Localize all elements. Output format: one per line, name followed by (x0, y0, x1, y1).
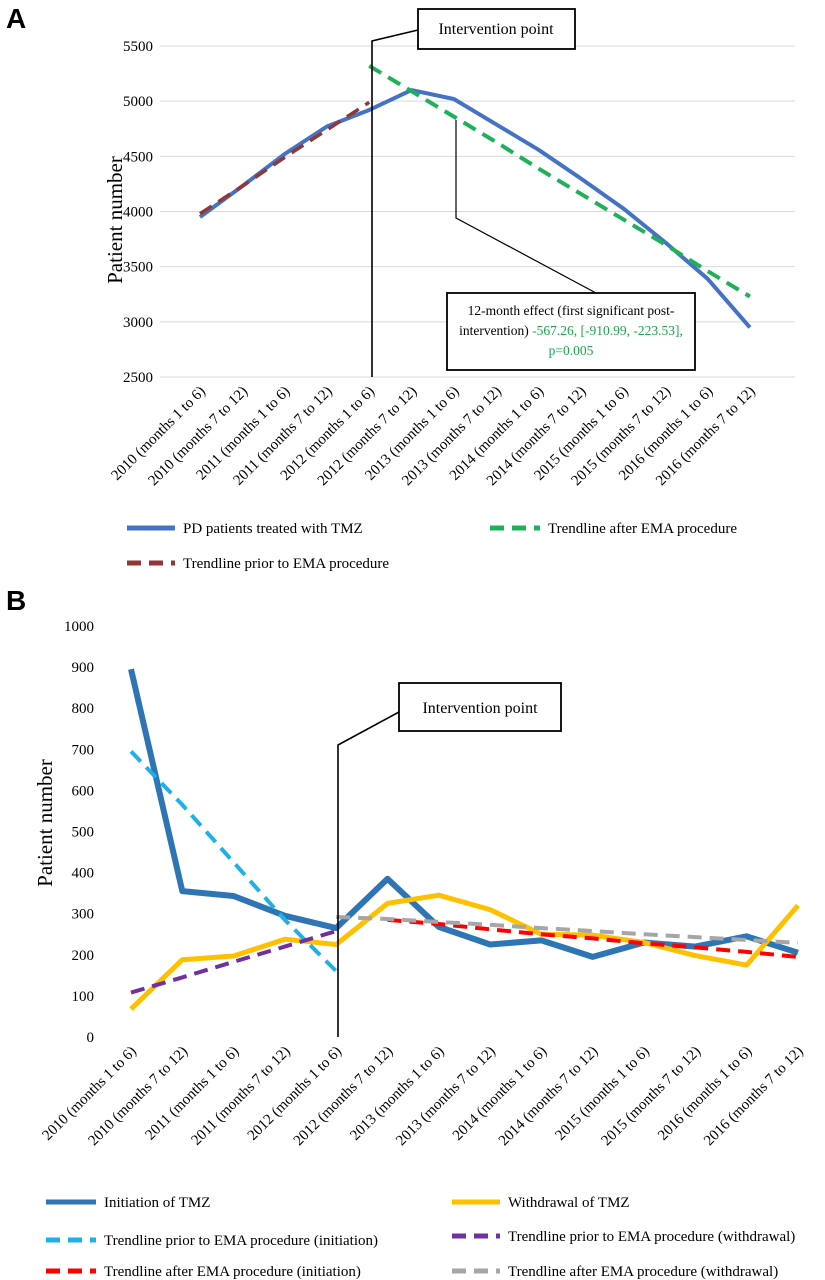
x-tick-label: 2015 (months 1 to 6) (553, 1044, 653, 1144)
y-tick-label: 5500 (123, 39, 153, 55)
x-tick-label: 2010 (months 7 to 12) (86, 1044, 192, 1150)
y-tick-label: 400 (72, 866, 95, 882)
x-tick-label: 2012 (months 1 to 6) (245, 1044, 345, 1144)
y-tick-label: 0 (87, 1030, 95, 1046)
x-tick-label: 2014 (months 7 to 12) (496, 1044, 602, 1150)
y-tick-label: 4000 (123, 205, 153, 221)
effect-text-line2-estimate: -567.26, [-910.99, -223.53], (532, 323, 683, 338)
y-tick-label: 4500 (123, 149, 153, 165)
panel-b: B 0 100 200 300 400 500 600 700 800 900 1000 Patient… (6, 585, 807, 1280)
legend-label: Withdrawal of TMZ (508, 1195, 630, 1211)
intervention-box (398, 682, 562, 732)
series-line-1 (128, 668, 799, 960)
y-tick-label: 900 (72, 660, 95, 676)
legend-label: PD patients treated with TMZ (183, 521, 363, 537)
x-tick-label: 2011 (months 1 to 6) (143, 1044, 243, 1144)
legend-label: Trendline prior to EMA procedure (183, 556, 389, 572)
effect-text-line2: intervention) -567.26, [-910.99, -223.53… (459, 323, 683, 338)
y-tick-label: 500 (72, 825, 95, 841)
series-line-1 (198, 88, 752, 329)
legend-label: Trendline prior to EMA procedure (initia… (104, 1233, 378, 1249)
y-tick-label: 2500 (123, 370, 153, 386)
legend-label: Trendline after EMA procedure (initiatio… (104, 1264, 361, 1280)
y-tick-label: 600 (72, 783, 95, 799)
legend-label: Trendline after EMA procedure (withdrawa… (508, 1264, 778, 1280)
intervention-box (417, 8, 576, 50)
effect-text-line2-prefix: intervention) (459, 323, 532, 338)
y-tick-label: 300 (72, 907, 95, 923)
series-line-3 (368, 64, 751, 299)
legend-label: Trendline prior to EMA procedure (withdr… (508, 1229, 795, 1245)
panel-letter: B (6, 585, 26, 616)
legend: Initiation of TMZ Withdrawal of TMZ Trendl… (46, 1195, 795, 1280)
y-tick-label: 1000 (64, 619, 94, 635)
x-tick-label: 2011 (months 7 to 12) (189, 1044, 294, 1149)
series-line-3 (129, 750, 338, 973)
x-tick-label: 2012 (months 7 to 12) (291, 1044, 397, 1150)
intervention-label: Intervention point (422, 700, 538, 717)
effect-text-line3: p=0.005 (549, 343, 594, 358)
series-line-6 (336, 915, 799, 945)
y-tick-label: 200 (72, 948, 95, 964)
x-tick-label: 2010 (months 1 to 6) (40, 1044, 140, 1144)
y-axis-label: Patient number (103, 156, 127, 284)
x-tick-label: 2015 (months 7 to 12) (599, 1044, 705, 1150)
panel-a: A 2500 3000 3500 4000 4500 5000 5500 Patient num… (6, 3, 795, 572)
y-tick-label: 3500 (123, 260, 153, 276)
y-tick-label: 5000 (123, 94, 153, 110)
y-tick-label: 700 (72, 742, 95, 758)
panel-letter: A (6, 3, 26, 34)
intervention-label: Intervention point (438, 21, 554, 38)
x-tick-label: 2016 (months 1 to 6) (655, 1044, 755, 1144)
y-tick-label: 3000 (123, 315, 153, 331)
series-line-2 (129, 892, 800, 1011)
x-tick-label: 2016 (months 7 to 12) (701, 1044, 807, 1150)
intervention-line (371, 29, 419, 377)
intervention-line (337, 711, 400, 1037)
legend: PD patients treated with TMZ Trendline af… (127, 521, 737, 572)
legend-label: Initiation of TMZ (104, 1195, 210, 1211)
effect-text-line1: 12-month effect (first significant post- (468, 303, 675, 318)
x-tick-label: 2014 (months 1 to 6) (450, 1044, 550, 1144)
x-tick-label: 2013 (months 1 to 6) (347, 1044, 447, 1144)
y-axis-label: Patient number (33, 759, 57, 887)
effect-leader-line (455, 120, 597, 294)
legend-label: Trendline after EMA procedure (548, 521, 737, 537)
series-line-4 (130, 929, 337, 995)
y-tick-label: 800 (72, 701, 95, 717)
y-tick-label: 100 (72, 989, 95, 1005)
x-tick-label: 2013 (months 7 to 12) (393, 1044, 499, 1150)
effect-box (446, 292, 696, 371)
